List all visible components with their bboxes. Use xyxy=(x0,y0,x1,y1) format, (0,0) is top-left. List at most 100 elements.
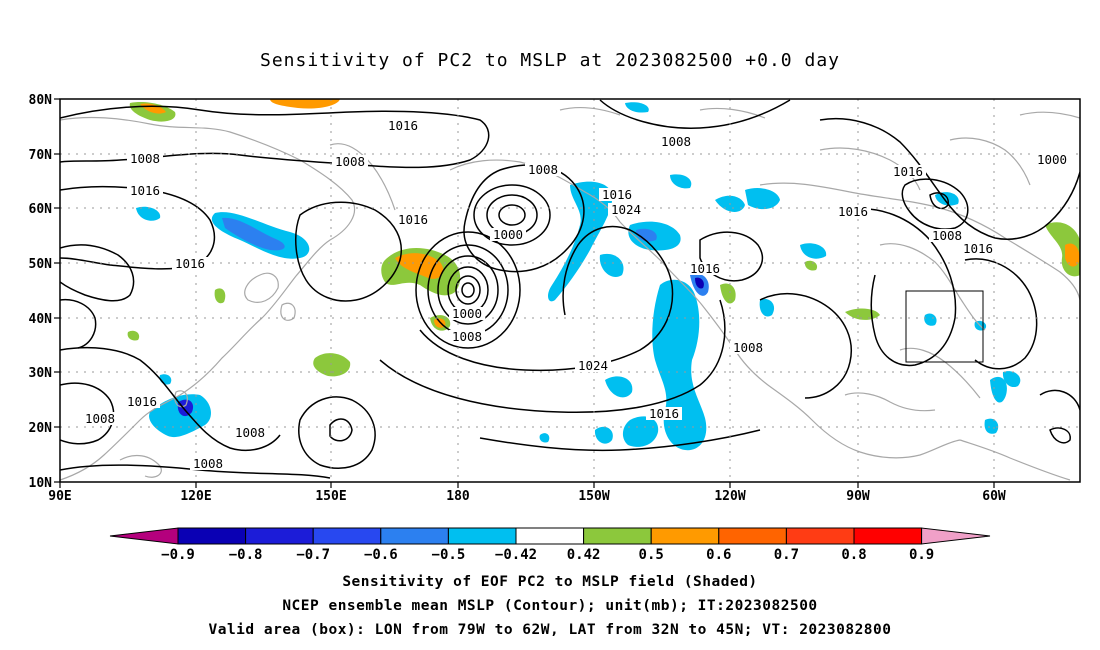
contour-label: 1024 xyxy=(578,358,608,373)
negative-sensitivity-patch xyxy=(759,299,775,317)
contour-label: 1008 xyxy=(193,456,223,471)
contour-label: 1008 xyxy=(85,411,115,426)
contour-label: 1024 xyxy=(611,202,641,217)
contour-label-bg xyxy=(127,152,163,165)
lon-tick-label: 120E xyxy=(180,489,211,504)
colorbar-max-arrow xyxy=(921,527,991,545)
lat-tick-label: 30N xyxy=(29,366,53,381)
negative-sensitivity-patch xyxy=(136,206,161,221)
negative-sensitivity-patch xyxy=(539,433,550,443)
positive-sensitivity-patch xyxy=(270,99,340,109)
colorbar-tick-label: 0.8 xyxy=(841,547,866,563)
contour-label-bg xyxy=(599,188,635,201)
negative-sensitivity-patch xyxy=(695,277,704,289)
lat-tick-label: 10N xyxy=(29,476,53,491)
contour-label-bg xyxy=(646,407,682,420)
lon-tick-label: 150E xyxy=(315,489,346,504)
lon-tick-label: 120W xyxy=(714,489,745,504)
colorbar-segment xyxy=(447,527,517,545)
lon-tick-label: 90E xyxy=(48,489,71,504)
lon-tick-label: 90W xyxy=(846,489,870,504)
contour-label-bg xyxy=(687,262,723,275)
negative-sensitivity-patch xyxy=(800,243,827,259)
negative-sensitivity-patch xyxy=(984,418,999,434)
contour-label-bg xyxy=(124,395,160,408)
page-title: Sensitivity of PC2 to MSLP at 2023082500… xyxy=(259,50,840,71)
colorbar-tick-label: −0.6 xyxy=(364,547,398,563)
colorbar-tick-label: −0.8 xyxy=(229,547,263,563)
contour-label-bg xyxy=(658,135,694,148)
lat-tick-label: 70N xyxy=(29,148,53,163)
contour-label: 1016 xyxy=(602,187,632,202)
contour-label-bg xyxy=(449,307,485,320)
contour-label-bg xyxy=(172,257,208,270)
colorbar: −0.9 −0.8 −0.7 −0.6 −0.5 −0.42 0.42 0.5 0.6 0.7 0.… xyxy=(109,527,991,563)
colorbar-tick-label: 0.6 xyxy=(706,547,731,563)
contour-label-bg xyxy=(449,330,485,343)
positive-sensitivity-patch xyxy=(214,288,226,304)
negative-sensitivity-patch xyxy=(1002,371,1021,388)
contour-label: 1008 xyxy=(528,162,558,177)
colorbar-tick-label: 0.42 xyxy=(567,547,601,563)
positive-sensitivity-patch xyxy=(127,330,140,341)
contour-label-bg xyxy=(608,203,644,216)
colorbar-tick-label: 0.5 xyxy=(639,547,664,563)
contour-label-bg xyxy=(890,165,926,178)
contour-label: 1008 xyxy=(932,228,962,243)
colorbar-segment xyxy=(515,527,585,545)
contour-label: 1016 xyxy=(388,118,418,133)
negative-sensitivity-patch xyxy=(599,253,624,278)
colorbar-segment xyxy=(785,527,855,545)
contour-label: 1008 xyxy=(335,154,365,169)
colorbar-tick-label: −0.7 xyxy=(296,547,330,563)
longitude-axis: 90E 120E 150E 180 150W 120W 90W 60W xyxy=(48,482,1006,504)
colorbar-segment xyxy=(245,527,314,545)
caption-line-3: Valid area (box): LON from 79W to 62W, L… xyxy=(208,622,892,638)
contour-label: 1008 xyxy=(661,134,691,149)
contour-label-bg xyxy=(232,426,268,439)
contour-label: 1008 xyxy=(733,340,763,355)
contour-label: 1016 xyxy=(175,256,205,271)
colorbar-tick-label: −0.9 xyxy=(161,547,195,563)
contour-label: 1000 xyxy=(1037,152,1067,167)
contour-label: 1016 xyxy=(838,204,868,219)
contour-label-bg xyxy=(730,341,766,354)
positive-sensitivity-patch xyxy=(804,260,818,271)
lat-tick-label: 20N xyxy=(29,421,53,436)
negative-sensitivity-patch xyxy=(622,416,659,447)
contour-label: 1016 xyxy=(127,394,157,409)
contour-label-bg xyxy=(332,155,368,168)
contour-label-bg xyxy=(575,359,611,372)
negative-sensitivity-patch xyxy=(745,188,780,210)
positive-sensitivity-patch xyxy=(313,353,351,377)
positive-sensitivity-patch xyxy=(720,283,736,304)
contour-label: 1016 xyxy=(398,212,428,227)
contour-label-bg xyxy=(960,242,996,255)
latitude-axis: 80N 70N 60N 50N 40N 30N 20N 10N xyxy=(29,93,60,491)
contour-label: 1008 xyxy=(452,329,482,344)
lat-tick-label: 60N xyxy=(29,202,53,217)
negative-sensitivity-patch xyxy=(177,399,194,417)
contour-label: 1000 xyxy=(452,306,482,321)
colorbar-segment xyxy=(380,527,449,545)
contour-label: 1016 xyxy=(893,164,923,179)
contour-label: 1000 xyxy=(493,227,523,242)
negative-sensitivity-patch xyxy=(594,426,613,444)
lon-tick-label: 60W xyxy=(982,489,1006,504)
caption-line-1: Sensitivity of EOF PC2 to MSLP field (Sh… xyxy=(342,574,758,590)
colorbar-segment xyxy=(718,527,787,545)
contour-label: 1016 xyxy=(649,406,679,421)
colorbar-tick-label: −0.5 xyxy=(432,547,466,563)
contour-label: 1016 xyxy=(130,183,160,198)
contour-label-bg xyxy=(385,119,421,132)
contour-label: 1016 xyxy=(963,241,993,256)
contour-label-bg xyxy=(127,184,163,197)
contour-label-bg xyxy=(929,229,965,242)
negative-sensitivity-patch xyxy=(625,102,649,113)
valid-area-box xyxy=(905,290,984,363)
contour-label: 1008 xyxy=(235,425,265,440)
map-frame xyxy=(59,98,1081,483)
lat-tick-label: 40N xyxy=(29,312,53,327)
lat-tick-label: 50N xyxy=(29,257,53,272)
